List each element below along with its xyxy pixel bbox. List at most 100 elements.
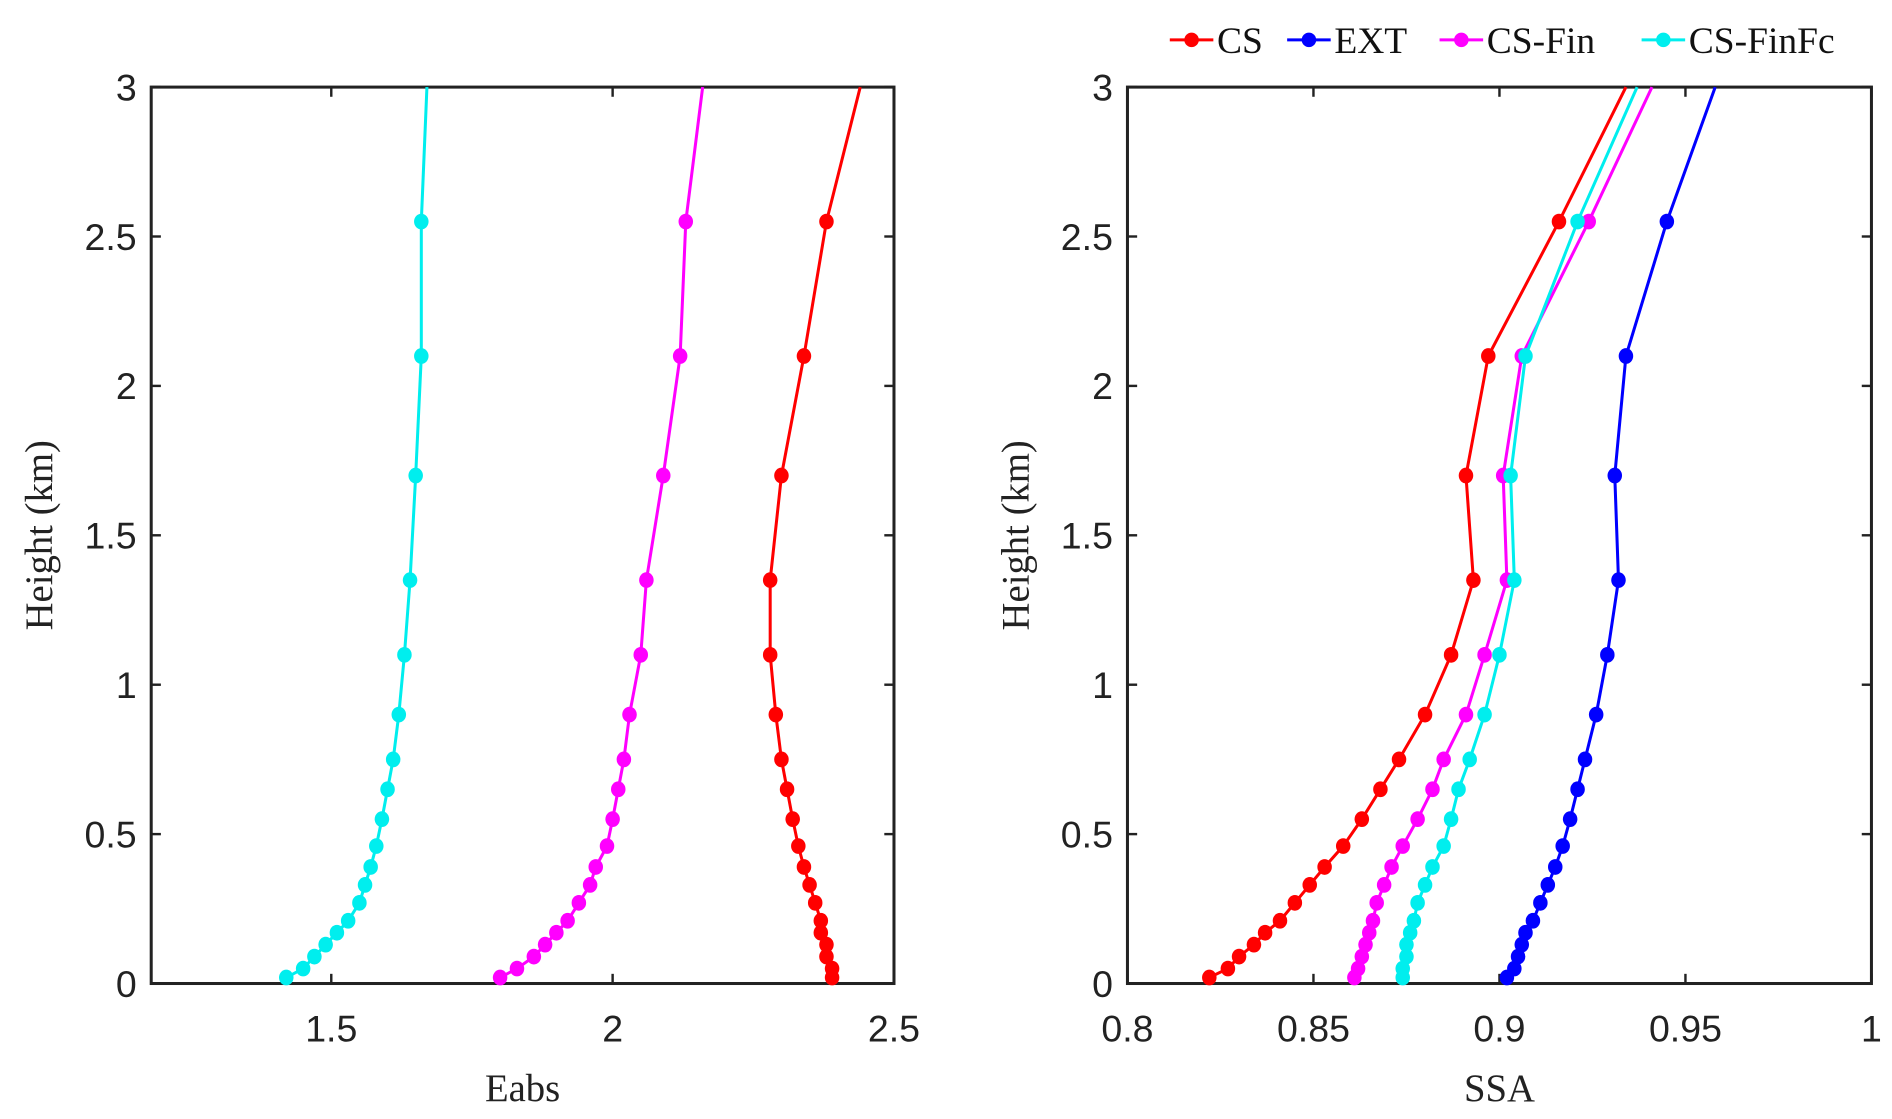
data-point — [599, 838, 615, 854]
data-point — [1246, 936, 1262, 953]
eabs-panel: 1.5 2 2.5 0 0.5 1 1.5 2 2.5 3 Eabs Height (km) — [19, 66, 920, 1109]
data-point — [1436, 751, 1451, 768]
legend-label: EXT — [1334, 21, 1407, 62]
y-tick-label: 1.5 — [85, 515, 137, 557]
data-point — [571, 894, 587, 911]
data-point — [1402, 924, 1418, 941]
x-tick-label: 0.8 — [1101, 1008, 1153, 1050]
y-tick-label: 0.5 — [1061, 813, 1113, 855]
data-point — [1287, 894, 1303, 911]
data-point — [774, 751, 789, 768]
data-point — [1417, 706, 1433, 723]
data-point — [819, 213, 834, 230]
data-point — [768, 706, 784, 723]
data-point — [639, 572, 654, 588]
series-cs-finfc — [1395, 86, 1639, 986]
data-point — [813, 924, 829, 941]
data-point — [369, 838, 384, 854]
data-point — [1525, 912, 1541, 929]
data-point — [318, 936, 333, 953]
data-point — [1425, 781, 1440, 798]
data-point — [509, 960, 525, 977]
data-point — [1350, 960, 1366, 977]
data-point — [391, 706, 407, 723]
data-point — [1231, 948, 1247, 965]
data-point — [1354, 948, 1370, 965]
series-cs — [762, 86, 862, 986]
data-point — [1533, 894, 1548, 911]
data-point — [1481, 348, 1496, 364]
legend-item-ext: EXT — [1287, 21, 1407, 62]
y-tick-label: 1 — [116, 664, 137, 706]
data-point — [774, 467, 789, 484]
data-point — [785, 811, 800, 828]
data-point — [526, 948, 542, 965]
data-point — [363, 859, 378, 875]
data-point — [380, 781, 395, 798]
data-point — [807, 894, 823, 911]
data-point — [408, 467, 423, 484]
data-point — [1361, 924, 1377, 941]
x-tick-label: 0.95 — [1649, 1008, 1722, 1050]
data-point — [1514, 936, 1530, 953]
y-tick-label: 2 — [116, 365, 137, 407]
data-point — [1410, 894, 1425, 911]
data-point — [1395, 960, 1410, 977]
data-point — [1443, 811, 1459, 828]
data-point — [762, 572, 778, 588]
y-tick-label: 3 — [1092, 66, 1113, 108]
data-point — [1466, 572, 1481, 588]
x-tick-label: 1.5 — [305, 1008, 357, 1050]
data-point — [796, 348, 812, 364]
data-point — [1551, 213, 1567, 230]
data-point — [1399, 936, 1414, 953]
data-point — [1510, 948, 1526, 965]
y-tick-label: 2.5 — [85, 216, 137, 258]
data-point — [1462, 751, 1477, 768]
data-point — [1436, 838, 1451, 854]
y-tick-label: 0.5 — [85, 813, 137, 855]
data-point — [549, 924, 564, 941]
y-tick-label: 2 — [1092, 365, 1113, 407]
data-point — [791, 838, 806, 854]
y-tick-label: 0 — [1092, 963, 1113, 1005]
data-point — [582, 877, 598, 893]
legend-item-cs-fin: CS-Fin — [1439, 21, 1596, 62]
legend-marker — [1301, 32, 1317, 48]
series-cs-finfc — [278, 87, 429, 986]
data-point — [1492, 646, 1507, 663]
data-point — [1607, 467, 1623, 484]
y-axis-label: Height (km) — [19, 440, 61, 630]
data-point — [1384, 859, 1399, 875]
data-point — [414, 213, 429, 230]
data-point — [1302, 877, 1317, 893]
legend-marker — [1656, 32, 1671, 48]
data-point — [796, 859, 812, 875]
data-point — [397, 646, 412, 663]
x-axis-label: SSA — [1464, 1068, 1535, 1110]
data-point — [1503, 467, 1518, 484]
data-point — [1425, 859, 1440, 875]
data-point — [672, 348, 688, 364]
legend-item-cs-finfc: CS-FinFc — [1641, 21, 1835, 62]
legend-item-cs: CS — [1169, 21, 1263, 62]
data-point — [1369, 894, 1384, 911]
data-point — [1202, 969, 1217, 986]
data-point — [1577, 751, 1593, 768]
legend-label: CS — [1217, 21, 1263, 62]
data-point — [1395, 838, 1410, 854]
data-point — [678, 213, 694, 230]
data-point — [414, 348, 429, 364]
data-point — [1611, 572, 1626, 588]
data-point — [492, 969, 508, 986]
y-tick-label: 0 — [116, 963, 137, 1005]
data-point — [1507, 572, 1522, 588]
data-point — [1335, 838, 1351, 854]
data-point — [819, 948, 834, 965]
data-point — [1354, 811, 1370, 828]
data-point — [1417, 877, 1433, 893]
data-point — [1477, 706, 1492, 723]
data-point — [616, 751, 632, 768]
legend-label: CS-Fin — [1487, 21, 1596, 62]
data-point — [1365, 912, 1381, 929]
